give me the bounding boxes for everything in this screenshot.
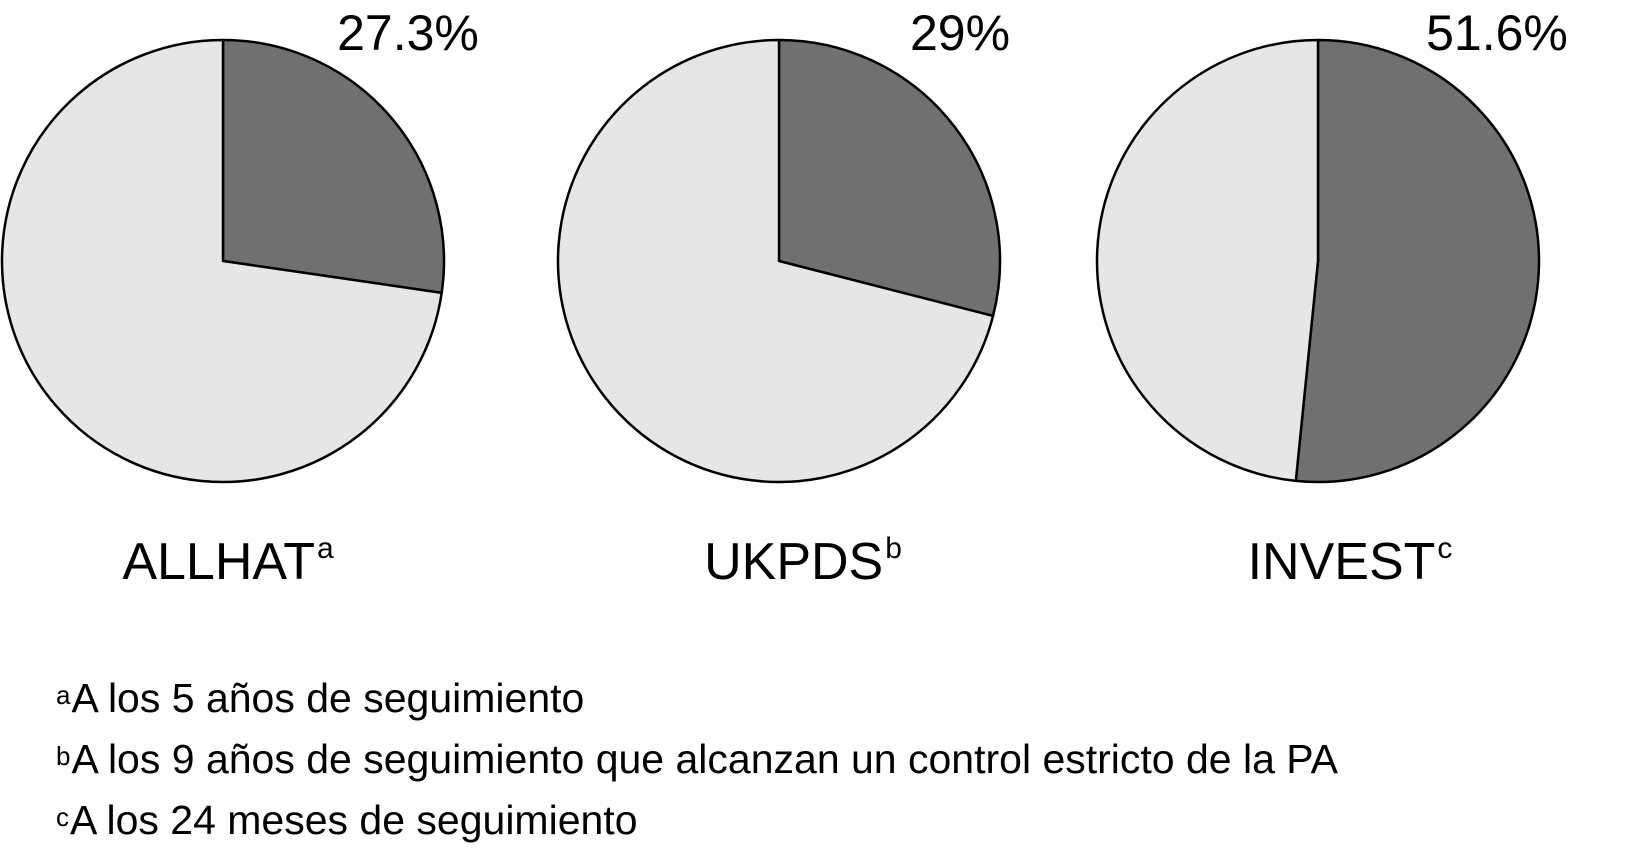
pie-slice-invest-remainder <box>1095 38 1320 483</box>
pie-name-invest-marker: c <box>1437 532 1453 565</box>
pie-name-allhat: ALLHATa <box>122 533 333 591</box>
pie-slice-ukpds-remainder <box>556 38 995 484</box>
footnote-a-text: A los 5 años de seguimiento <box>71 675 585 721</box>
footnote-a-marker: a <box>56 680 71 710</box>
pie-name-invest-text: INVEST <box>1247 533 1436 591</box>
footnote-c: cA los 24 meses de seguimiento <box>56 790 1338 851</box>
pie-name-ukpds-text: UKPDS <box>704 533 884 591</box>
pie-value-label-ukpds: 29% <box>909 5 1011 61</box>
pie-name-invest: INVESTc <box>1247 533 1453 591</box>
footnote-b-marker: b <box>56 741 71 771</box>
pie-name-ukpds-marker: b <box>885 532 902 565</box>
footnote-b-text: A los 9 años de seguimiento que alcanzan… <box>71 736 1338 782</box>
pie-slice-invest-highlight <box>1294 38 1541 484</box>
footnote-a: aA los 5 años de seguimiento <box>56 668 1338 729</box>
footnote-c-marker: c <box>56 802 69 832</box>
pie-slice-allhat-remainder <box>0 38 443 484</box>
pie-name-allhat-text: ALLHAT <box>122 533 315 591</box>
pie-slice-ukpds-highlight <box>777 38 1002 318</box>
footnote-c-text: A los 24 meses de seguimiento <box>70 797 638 843</box>
pie-slice-allhat-highlight <box>221 38 446 295</box>
pie-value-label-invest: 51.6% <box>1426 5 1568 61</box>
footnotes: aA los 5 años de seguimiento bA los 9 añ… <box>56 668 1338 851</box>
footnote-b: bA los 9 años de seguimiento que alcanza… <box>56 729 1338 790</box>
pie-name-ukpds: UKPDSb <box>704 533 902 591</box>
pie-name-allhat-marker: a <box>316 532 334 565</box>
pie-value-label-allhat: 27.3% <box>337 5 479 61</box>
